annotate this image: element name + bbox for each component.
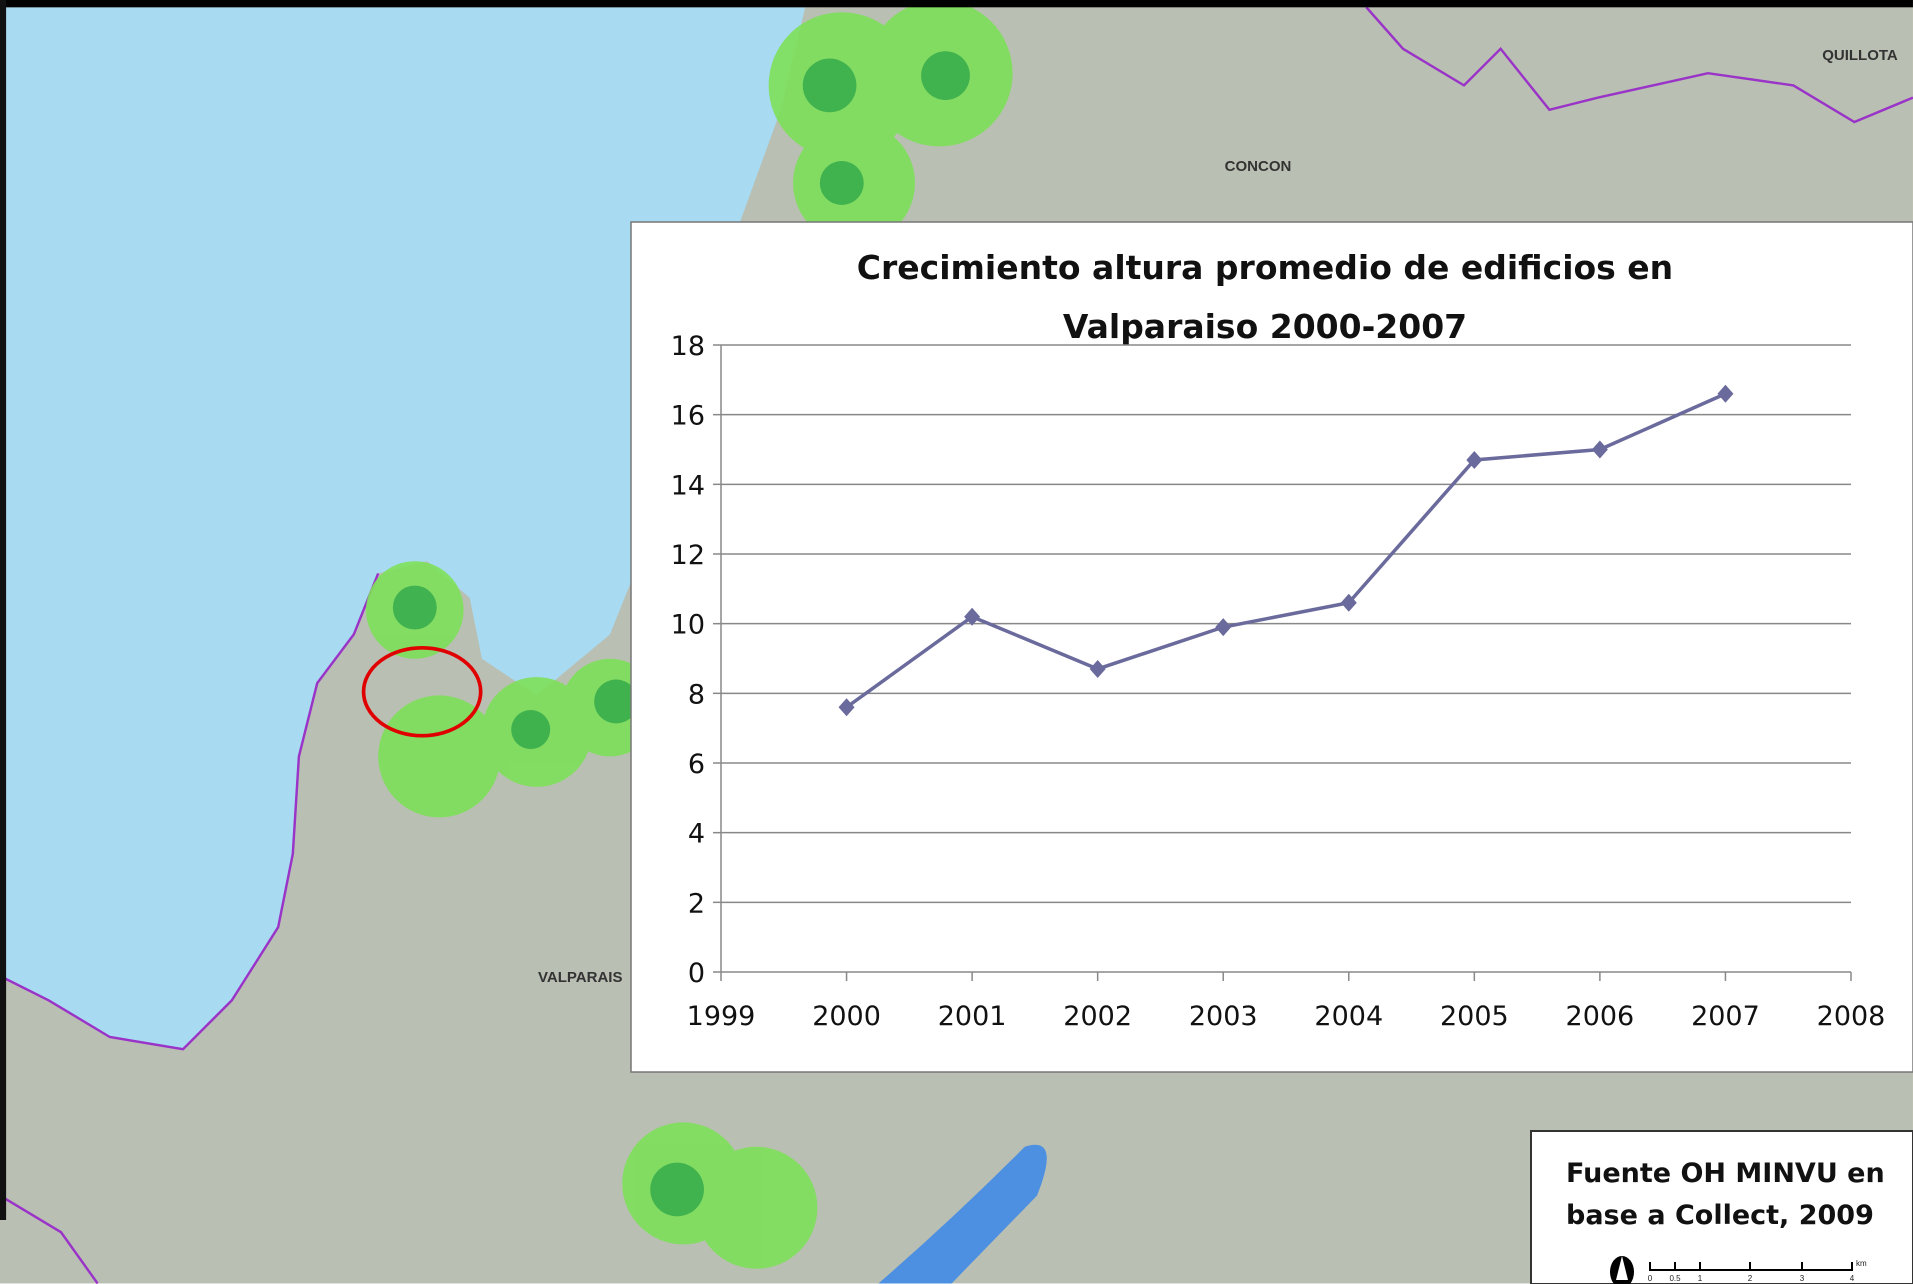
y-tick-label: 4 (688, 819, 705, 850)
y-tick-label: 18 (671, 331, 705, 362)
x-tick-label: 2007 (1691, 1001, 1760, 1032)
scale-label: 1 (1698, 1274, 1703, 1283)
scale-label: 4 (1850, 1274, 1855, 1283)
y-tick-label: 14 (671, 470, 705, 501)
x-tick-label: 1999 (687, 1001, 756, 1032)
source-text: base a Collect, 2009 (1566, 1200, 1874, 1231)
scale-label: 2 (1748, 1274, 1753, 1283)
y-tick-label: 12 (671, 540, 705, 571)
x-tick-label: 2004 (1314, 1001, 1383, 1032)
x-tick-label: 2001 (938, 1001, 1007, 1032)
x-tick-label: 2000 (812, 1001, 881, 1032)
scale-label: 0.5 (1669, 1274, 1681, 1283)
y-tick-label: 2 (688, 888, 705, 919)
x-tick-label: 2005 (1440, 1001, 1509, 1032)
chart-frame (631, 222, 1913, 1072)
x-tick-label: 2003 (1189, 1001, 1258, 1032)
source-text: Fuente OH MINVU en (1566, 1158, 1885, 1189)
scale-label: 3 (1800, 1274, 1805, 1283)
scale-label: 0 (1648, 1274, 1653, 1283)
y-tick-label: 6 (688, 749, 705, 780)
map-label: QUILLOTA (1822, 47, 1898, 64)
map-label: CONCON (1225, 158, 1292, 175)
y-tick-label: 16 (671, 401, 705, 432)
x-tick-label: 2006 (1566, 1001, 1635, 1032)
x-tick-label: 2008 (1817, 1001, 1886, 1032)
page: QUILLOTA CONCON VALPARAIS Crecimiento al… (0, 0, 1913, 1284)
y-tick-label: 0 (688, 958, 705, 989)
x-tick-label: 2002 (1063, 1001, 1132, 1032)
y-tick-label: 8 (688, 679, 705, 710)
map-label: VALPARAIS (538, 969, 622, 986)
y-tick-label: 10 (671, 610, 705, 641)
scale-unit: km (1856, 1259, 1867, 1268)
